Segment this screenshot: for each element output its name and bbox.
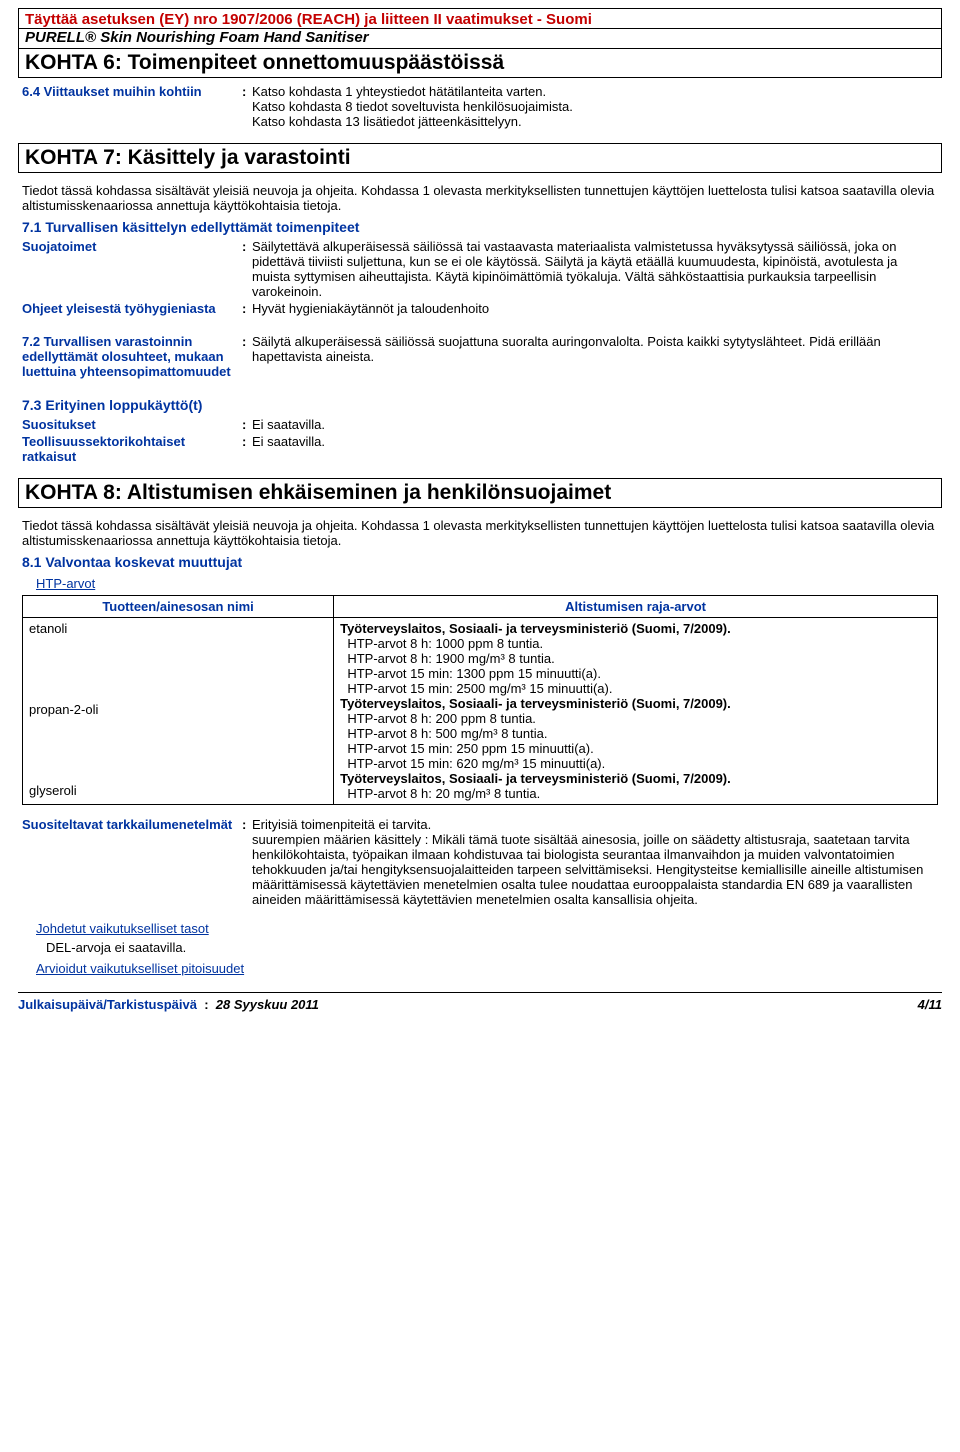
footer-label: Julkaisupäivä/Tarkistuspäivä bbox=[18, 997, 197, 1012]
link-pnec: Arvioidut vaikutukselliset pitoisuudet bbox=[36, 961, 938, 976]
colon: : bbox=[242, 434, 252, 464]
label-suositukset: Suositukset bbox=[22, 417, 242, 432]
limit-line: HTP-arvot 15 min: 1300 ppm 15 minuutti(a… bbox=[340, 666, 931, 681]
link-htp-arvot: HTP-arvot bbox=[36, 576, 938, 591]
reach-compliance: Täyttää asetuksen (EY) nro 1907/2006 (RE… bbox=[19, 9, 941, 28]
page-header: Täyttää asetuksen (EY) nro 1907/2006 (RE… bbox=[18, 8, 942, 49]
section-6-heading: KOHTA 6: Toimenpiteet onnettomuuspäästöi… bbox=[18, 49, 942, 78]
section-7-heading: KOHTA 7: Käsittely ja varastointi bbox=[18, 143, 942, 173]
colon: : bbox=[242, 334, 252, 379]
value-tarkkailu: Erityisiä toimenpiteitä ei tarvita. suur… bbox=[252, 817, 938, 907]
label-7-2: 7.2 Turvallisen varastoinnin edellyttämä… bbox=[22, 334, 242, 379]
value-7-2: Säilytä alkuperäisessä säiliössä suojatt… bbox=[252, 334, 938, 379]
colon: : bbox=[242, 817, 252, 907]
limit-line: HTP-arvot 8 h: 200 ppm 8 tuntia. bbox=[340, 711, 931, 726]
substance-name: etanoli bbox=[29, 621, 327, 636]
substance-name: propan-2-oli bbox=[29, 702, 327, 717]
substance-name: glyseroli bbox=[29, 783, 327, 798]
label-tyohygienia: Ohjeet yleisestä työhygieniasta bbox=[22, 301, 242, 316]
colon: : bbox=[242, 239, 252, 299]
label-suojatoimet: Suojatoimet bbox=[22, 239, 242, 299]
td-exposure-limits: Työterveyslaitos, Sosiaali- ja terveysmi… bbox=[334, 618, 938, 805]
colon: : bbox=[242, 417, 252, 432]
footer-date: 28 Syyskuu 2011 bbox=[216, 997, 319, 1012]
limit-line: HTP-arvot 15 min: 620 mg/m³ 15 minuutti(… bbox=[340, 756, 931, 771]
value-6-4: Katso kohdasta 1 yhteystiedot hätätilant… bbox=[252, 84, 938, 129]
value-teollisuus: Ei saatavilla. bbox=[252, 434, 938, 464]
section-6-body: 6.4 Viittaukset muihin kohtiin : Katso k… bbox=[18, 78, 942, 135]
limit-line: HTP-arvot 8 h: 20 mg/m³ 8 tuntia. bbox=[340, 786, 931, 801]
limit-line: HTP-arvot 8 h: 500 mg/m³ 8 tuntia. bbox=[340, 726, 931, 741]
sds-page: Täyttää asetuksen (EY) nro 1907/2006 (RE… bbox=[0, 0, 960, 1020]
label-tarkkailu: Suositeltavat tarkkailumenetelmät bbox=[22, 817, 242, 907]
limit-line: HTP-arvot 8 h: 1000 ppm 8 tuntia. bbox=[340, 636, 931, 651]
heading-8-1: 8.1 Valvontaa koskevat muuttujat bbox=[22, 554, 938, 570]
htp-table: Tuotteen/ainesosan nimi Altistumisen raj… bbox=[22, 595, 938, 805]
section-7-body: Tiedot tässä kohdassa sisältävät yleisiä… bbox=[18, 173, 942, 470]
colon: : bbox=[242, 301, 252, 316]
value-suojatoimet: Säilytettävä alkuperäisessä säiliössä ta… bbox=[252, 239, 938, 299]
limit-line: HTP-arvot 15 min: 250 ppm 15 minuutti(a)… bbox=[340, 741, 931, 756]
colon: : bbox=[242, 84, 252, 129]
th-name: Tuotteen/ainesosan nimi bbox=[23, 596, 334, 618]
footer-page: 4/11 bbox=[918, 997, 942, 1012]
page-footer: Julkaisupäivä/Tarkistuspäivä : 28 Syysku… bbox=[18, 992, 942, 1012]
del-text: DEL-arvoja ei saatavilla. bbox=[46, 940, 938, 955]
value-suositukset: Ei saatavilla. bbox=[252, 417, 938, 432]
limit-line: HTP-arvot 8 h: 1900 mg/m³ 8 tuntia. bbox=[340, 651, 931, 666]
label-teollisuus: Teollisuussektorikohtaiset ratkaisut bbox=[22, 434, 242, 464]
product-name: PURELL® Skin Nourishing Foam Hand Saniti… bbox=[19, 28, 941, 48]
label-6-4: 6.4 Viittaukset muihin kohtiin bbox=[22, 84, 242, 129]
limit-source: Työterveyslaitos, Sosiaali- ja terveysmi… bbox=[340, 621, 931, 636]
link-del: Johdetut vaikutukselliset tasot bbox=[36, 921, 938, 936]
section-8-body: Tiedot tässä kohdassa sisältävät yleisiä… bbox=[18, 508, 942, 984]
section-7-intro: Tiedot tässä kohdassa sisältävät yleisiä… bbox=[22, 183, 938, 213]
heading-7-3: 7.3 Erityinen loppukäyttö(t) bbox=[22, 397, 938, 413]
limit-line: HTP-arvot 15 min: 2500 mg/m³ 15 minuutti… bbox=[340, 681, 931, 696]
section-8-intro: Tiedot tässä kohdassa sisältävät yleisiä… bbox=[22, 518, 938, 548]
section-8-heading: KOHTA 8: Altistumisen ehkäiseminen ja he… bbox=[18, 478, 942, 508]
limit-source: Työterveyslaitos, Sosiaali- ja terveysmi… bbox=[340, 696, 931, 711]
limit-source: Työterveyslaitos, Sosiaali- ja terveysmi… bbox=[340, 771, 931, 786]
heading-7-1: 7.1 Turvallisen käsittelyn edellyttämät … bbox=[22, 219, 938, 235]
th-limits: Altistumisen raja-arvot bbox=[334, 596, 938, 618]
value-tyohygienia: Hyvät hygieniakäytännöt ja taloudenhoito bbox=[252, 301, 938, 316]
td-substance-names: etanoli propan-2-oli glyseroli bbox=[23, 618, 334, 805]
